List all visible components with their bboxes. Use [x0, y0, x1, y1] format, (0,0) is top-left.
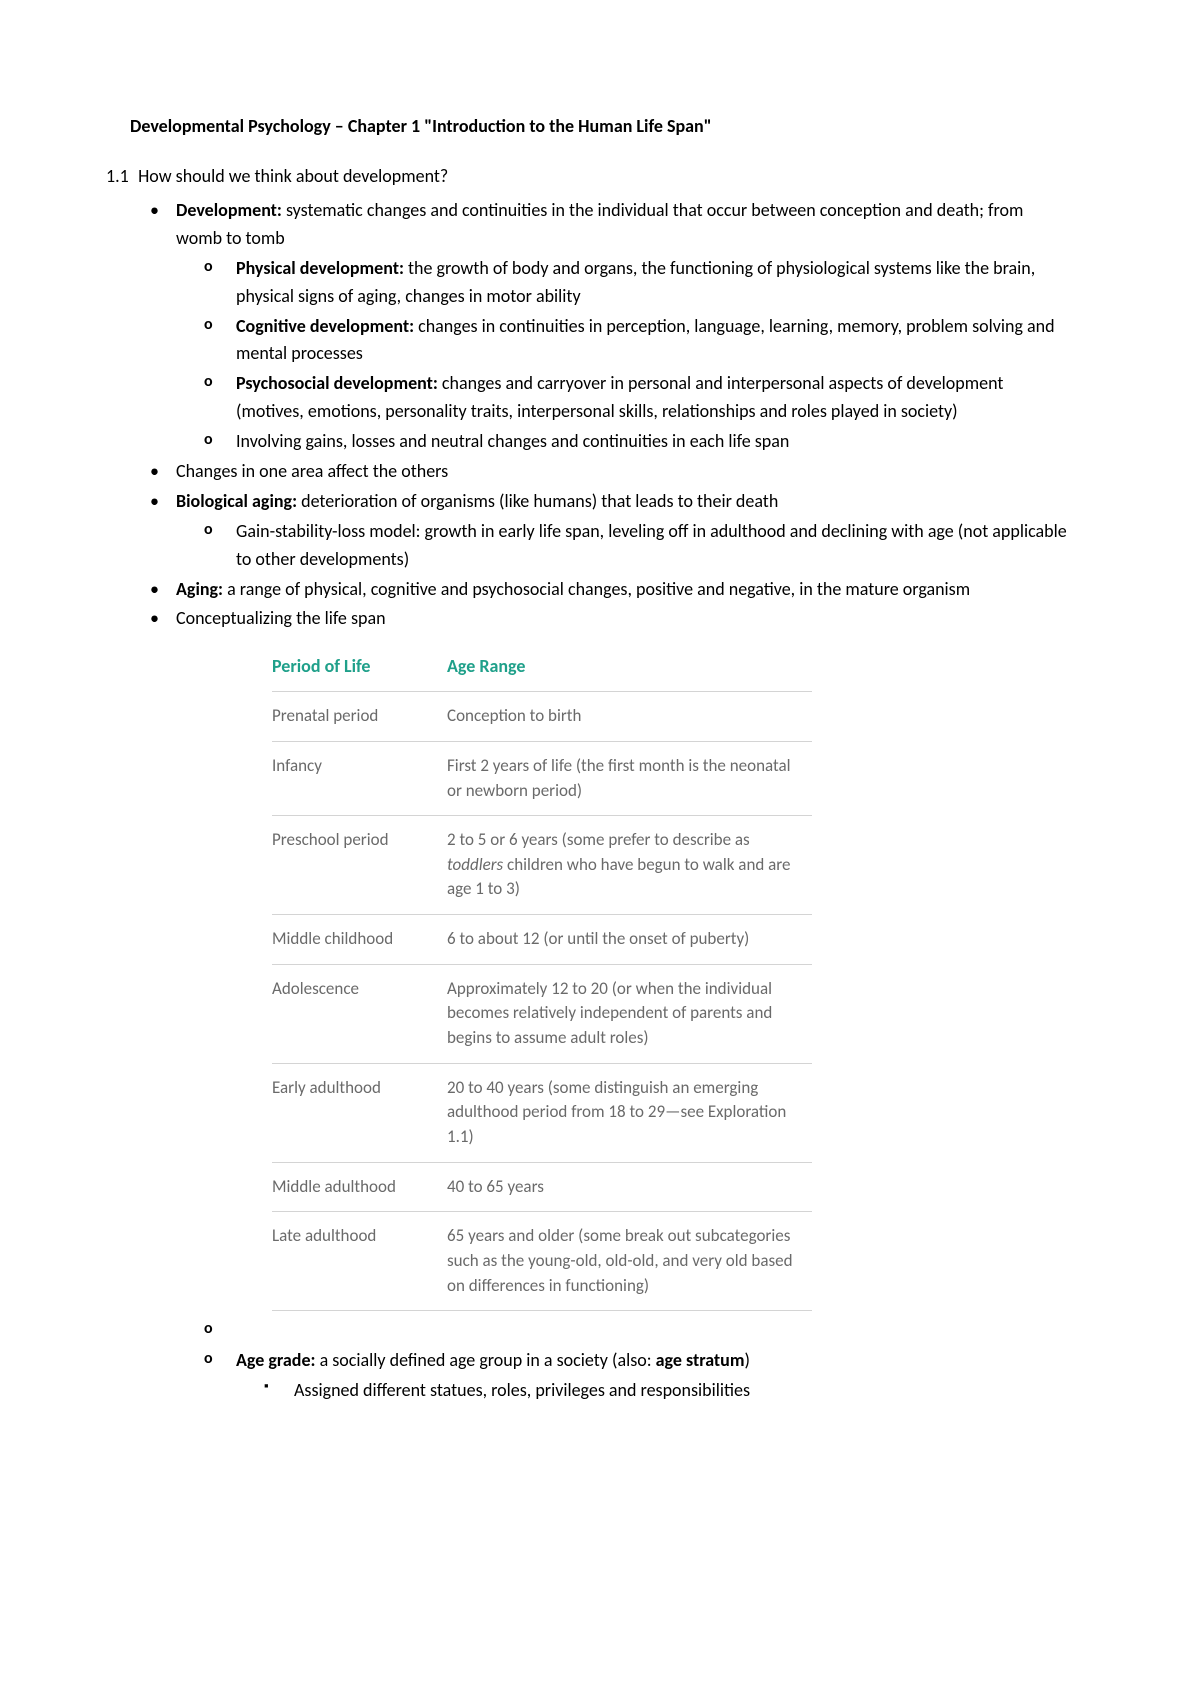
text-aging: a range of physical, cognitive and psych… [223, 578, 970, 600]
cell-range: 20 to 40 years (some distinguish an emer… [447, 1063, 812, 1162]
subsublist-age-grade: Assigned different statues, roles, privi… [236, 1377, 1070, 1405]
sublist-conceptualizing: Age grade: a socially defined age group … [176, 1317, 1070, 1405]
term-age-grade: Age grade: [236, 1349, 316, 1371]
cell-range: 40 to 65 years [447, 1162, 812, 1212]
table-row: Preschool period 2 to 5 or 6 years (some… [272, 816, 812, 915]
cell-period: Early adulthood [272, 1063, 447, 1162]
bullet-changes-affect: Changes in one area affect the others [176, 458, 1070, 486]
cell-range-italic: toddlers [447, 854, 503, 875]
table-row: Prenatal period Conception to birth [272, 692, 812, 742]
sub-cognitive: Cognitive development: changes in contin… [236, 313, 1070, 369]
term-physical: Physical development: [236, 257, 404, 279]
outline-list: Development: systematic changes and cont… [130, 197, 1070, 1405]
cell-period: Adolescence [272, 964, 447, 1063]
term-bio-aging: Biological aging: [176, 490, 297, 512]
cell-period: Middle adulthood [272, 1162, 447, 1212]
bullet-aging: Aging: a range of physical, cognitive an… [176, 576, 1070, 604]
term-cognitive: Cognitive development: [236, 315, 414, 337]
sub-physical: Physical development: the growth of body… [236, 255, 1070, 311]
sub-gain-model: Gain-stability-loss model: growth in ear… [236, 518, 1070, 574]
table-header-row: Period of Life Age Range [272, 643, 812, 691]
subsub-assigned: Assigned different statues, roles, privi… [294, 1377, 1070, 1405]
bullet-development: Development: systematic changes and cont… [176, 197, 1070, 456]
text-changes-affect: Changes in one area affect the others [176, 460, 448, 482]
cell-range-a: 2 to 5 or 6 years (some prefer to descri… [447, 829, 750, 850]
text-gain-model: Gain-stability-loss model: growth in ear… [236, 520, 1067, 570]
cell-period: Middle childhood [272, 915, 447, 965]
term-psychosocial: Psychosocial development: [236, 372, 438, 394]
text-assigned: Assigned different statues, roles, privi… [294, 1379, 750, 1401]
th-period: Period of Life [272, 643, 447, 691]
sub-age-grade: Age grade: a socially defined age group … [236, 1347, 1070, 1405]
sublist-development: Physical development: the growth of body… [176, 255, 1070, 456]
life-span-table: Period of Life Age Range Prenatal period… [272, 643, 812, 1311]
term-aging: Aging: [176, 578, 223, 600]
cell-period: Infancy [272, 741, 447, 815]
text-bio-aging: deterioration of organisms (like humans)… [297, 490, 778, 512]
text-age-grade: a socially defined age group in a societ… [316, 1349, 656, 1371]
table-row: Late adulthood 65 years and older (some … [272, 1212, 812, 1311]
section-heading-text: How should we think about development? [138, 165, 448, 187]
sub-psychosocial: Psychosocial development: changes and ca… [236, 370, 1070, 426]
sub-involving: Involving gains, losses and neutral chan… [236, 428, 1070, 456]
cell-range: 2 to 5 or 6 years (some prefer to descri… [447, 816, 812, 915]
page-title: Developmental Psychology – Chapter 1 "In… [130, 115, 1070, 137]
text-development: systematic changes and continuities in t… [176, 199, 1023, 249]
table-row: Adolescence Approximately 12 to 20 (or w… [272, 964, 812, 1063]
cell-period: Late adulthood [272, 1212, 447, 1311]
text-age-grade-close: ) [744, 1349, 749, 1371]
term-development: Development: [176, 199, 282, 221]
life-span-table-wrap: Period of Life Age Range Prenatal period… [272, 643, 812, 1311]
cell-range: 65 years and older (some break out subca… [447, 1212, 812, 1311]
empty-o-marker [236, 1319, 240, 1341]
cell-range: First 2 years of life (the first month i… [447, 741, 812, 815]
th-range: Age Range [447, 643, 812, 691]
document-page: Developmental Psychology – Chapter 1 "In… [0, 0, 1200, 1698]
bullet-conceptualizing: Conceptualizing the life span Period of … [176, 605, 1070, 1404]
cell-period: Prenatal period [272, 692, 447, 742]
section-number: 1.1 [106, 165, 134, 187]
cell-range: Approximately 12 to 20 (or when the indi… [447, 964, 812, 1063]
term-age-stratum: age stratum [656, 1349, 745, 1371]
text-conceptualizing: Conceptualizing the life span [176, 607, 386, 629]
section-heading: 1.1 How should we think about developmen… [106, 165, 1070, 187]
table-row: Middle adulthood 40 to 65 years [272, 1162, 812, 1212]
cell-range: Conception to birth [447, 692, 812, 742]
sublist-bio-aging: Gain-stability-loss model: growth in ear… [176, 518, 1070, 574]
table-row: Middle childhood 6 to about 12 (or until… [272, 915, 812, 965]
cell-range: 6 to about 12 (or until the onset of pub… [447, 915, 812, 965]
table-row: Early adulthood 20 to 40 years (some dis… [272, 1063, 812, 1162]
text-involving: Involving gains, losses and neutral chan… [236, 430, 789, 452]
table-row: Infancy First 2 years of life (the first… [272, 741, 812, 815]
bullet-biological-aging: Biological aging: deterioration of organ… [176, 488, 1070, 574]
sub-empty-marker [236, 1317, 1070, 1345]
cell-period: Preschool period [272, 816, 447, 915]
